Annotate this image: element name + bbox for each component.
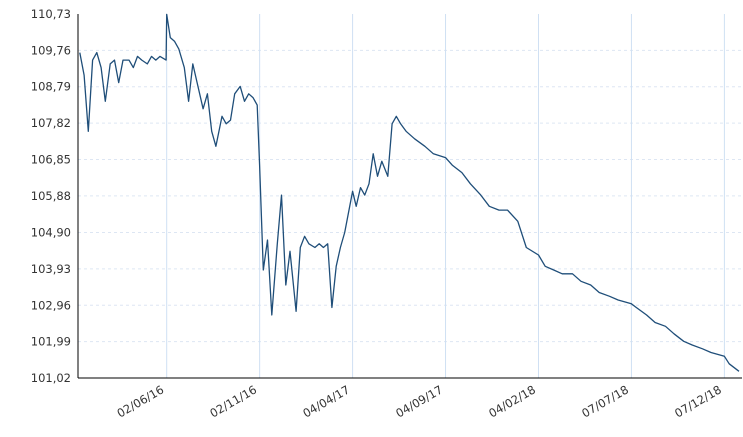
y-tick-label: 101,99 [31, 335, 71, 349]
y-tick-label: 109,76 [31, 43, 71, 57]
x-tick-label: 04/09/17 [393, 382, 445, 420]
y-tick-label: 107,82 [31, 116, 71, 130]
x-tick-label: 07/12/18 [672, 382, 724, 420]
grid [78, 14, 742, 378]
y-tick-label: 105,88 [31, 189, 71, 203]
y-tick-label: 102,96 [31, 298, 71, 312]
x-tick-label: 07/07/18 [579, 382, 631, 420]
series-line [79, 13, 740, 372]
y-tick-label: 101,02 [31, 371, 71, 385]
y-tick-label: 106,85 [31, 152, 71, 166]
x-tick-label: 04/02/18 [486, 382, 538, 420]
y-tick-label: 103,93 [31, 262, 71, 276]
x-tick-label: 04/04/17 [300, 382, 352, 420]
y-tick-label: 110,73 [31, 7, 71, 21]
y-tick-label: 104,90 [31, 226, 71, 240]
y-tick-labels: 110,73 109,76 108,79 107,82 106,85 105,88 104,… [31, 7, 71, 385]
series [79, 13, 740, 372]
x-tick-labels: 02/06/16 02/11/16 04/04/17 04/09/17 04/02/18… [114, 382, 723, 420]
x-tick-label: 02/06/16 [114, 382, 166, 420]
x-tick-label: 02/11/16 [207, 382, 259, 420]
axes [77, 14, 742, 379]
y-tick-label: 108,79 [31, 80, 71, 94]
